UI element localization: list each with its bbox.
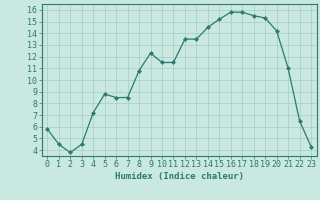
- X-axis label: Humidex (Indice chaleur): Humidex (Indice chaleur): [115, 172, 244, 181]
